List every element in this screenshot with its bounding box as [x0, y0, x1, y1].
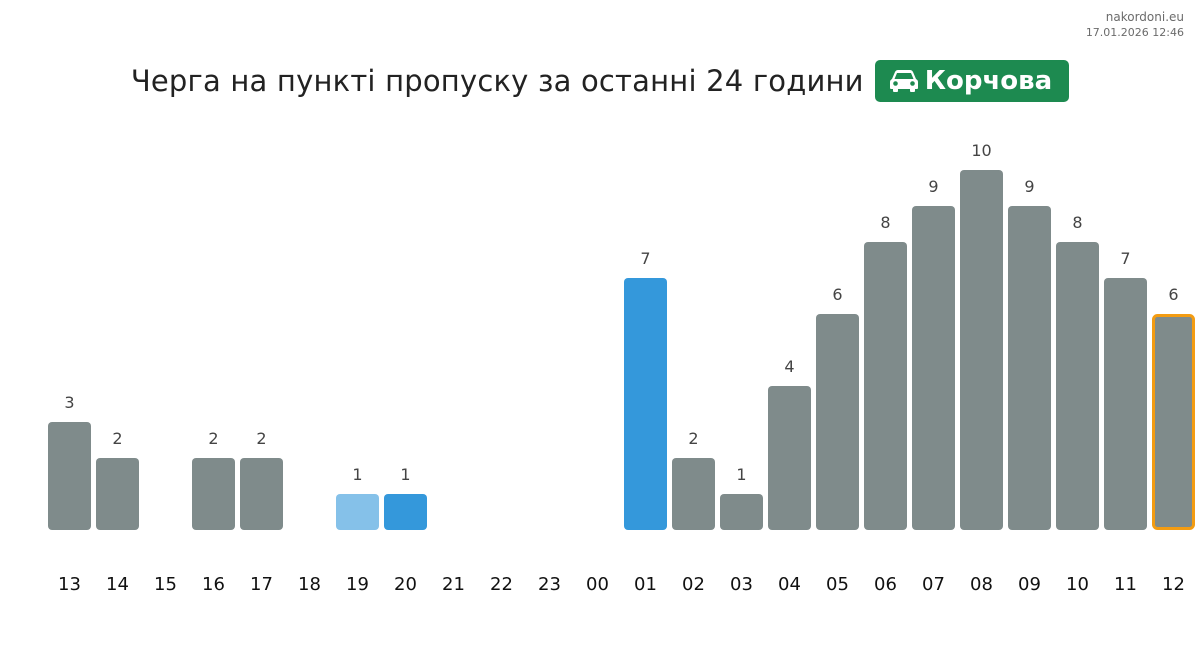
- bar: [336, 494, 379, 530]
- x-tick-label: 00: [586, 574, 609, 595]
- x-tick-label: 03: [730, 574, 753, 595]
- bar-value-label: 2: [688, 429, 698, 448]
- x-tick-label: 15: [154, 574, 177, 595]
- x-tick-label: 05: [826, 574, 849, 595]
- x-tick-label: 08: [970, 574, 993, 595]
- x-tick-label: 01: [634, 574, 657, 595]
- bar: [816, 314, 859, 530]
- x-tick-label: 11: [1114, 574, 1137, 595]
- bar: [720, 494, 763, 530]
- bar-value-label: 2: [112, 429, 122, 448]
- x-tick-label: 07: [922, 574, 945, 595]
- bar: [864, 242, 907, 530]
- bar: [672, 458, 715, 530]
- bar: [1008, 206, 1051, 530]
- bar-value-label: 2: [256, 429, 266, 448]
- bar: [96, 458, 139, 530]
- x-tick-label: 10: [1066, 574, 1089, 595]
- chart-header: Черга на пункті пропуску за останні 24 г…: [0, 58, 1200, 104]
- x-tick-label: 17: [250, 574, 273, 595]
- x-tick-label: 09: [1018, 574, 1041, 595]
- bar: [48, 422, 91, 530]
- bar: [960, 170, 1003, 530]
- x-tick-label: 23: [538, 574, 561, 595]
- checkpoint-name: Корчова: [924, 66, 1053, 96]
- x-tick-label: 19: [346, 574, 369, 595]
- bar-value-label: 9: [928, 177, 938, 196]
- bar-value-label: 4: [784, 357, 794, 376]
- x-tick-labels-group: 13 14 15 16 17 18 19 20 21 22 23 00 01 02 03 04 05 06 07 08…: [58, 574, 1185, 595]
- bar-value-label: 8: [1072, 213, 1082, 232]
- bar-value-label: 3: [64, 393, 74, 412]
- bar-value-label: 1: [736, 465, 746, 484]
- x-tick-label: 13: [58, 574, 81, 595]
- x-tick-label: 16: [202, 574, 225, 595]
- bar-value-label: 6: [1168, 285, 1178, 304]
- bar-value-label: 10: [971, 141, 991, 160]
- x-tick-label: 12: [1162, 574, 1185, 595]
- chart-title: Черга на пункті пропуску за останні 24 г…: [130, 64, 864, 98]
- bar: [240, 458, 283, 530]
- bar-value-label: 8: [880, 213, 890, 232]
- bar: [768, 386, 811, 530]
- bars-group: [48, 170, 1195, 530]
- bar-value-label: 1: [352, 465, 362, 484]
- x-tick-label: 02: [682, 574, 705, 595]
- x-tick-label: 22: [490, 574, 513, 595]
- bar-value-label: 7: [640, 249, 650, 268]
- bar: [192, 458, 235, 530]
- x-tick-label: 14: [106, 574, 129, 595]
- bar-value-label: 6: [832, 285, 842, 304]
- x-tick-label: 21: [442, 574, 465, 595]
- bar-value-label: 2: [208, 429, 218, 448]
- x-tick-label: 20: [394, 574, 417, 595]
- x-tick-label: 06: [874, 574, 897, 595]
- watermark: nakordoni.eu 17.01.2026 12:46: [1086, 9, 1184, 41]
- value-labels-group: 3 2 2 2 1 1 7 2 1 4 6 8 9 10 9 8 7 6: [64, 141, 1178, 484]
- car-icon: [889, 70, 918, 92]
- bar-value-label: 1: [400, 465, 410, 484]
- bar: [912, 206, 955, 530]
- watermark-datetime: 17.01.2026 12:46: [1085, 26, 1184, 39]
- watermark-site: nakordoni.eu: [1105, 10, 1184, 24]
- bar-value-label: 9: [1024, 177, 1034, 196]
- bar: [1056, 242, 1099, 530]
- bar: [384, 494, 427, 530]
- checkpoint-badge: Корчова: [874, 60, 1070, 102]
- bar-value-label: 7: [1120, 249, 1130, 268]
- bar: [1152, 314, 1195, 530]
- x-tick-label: 04: [778, 574, 801, 595]
- bar: [1104, 278, 1147, 530]
- bar: [624, 278, 667, 530]
- x-tick-label: 18: [298, 574, 321, 595]
